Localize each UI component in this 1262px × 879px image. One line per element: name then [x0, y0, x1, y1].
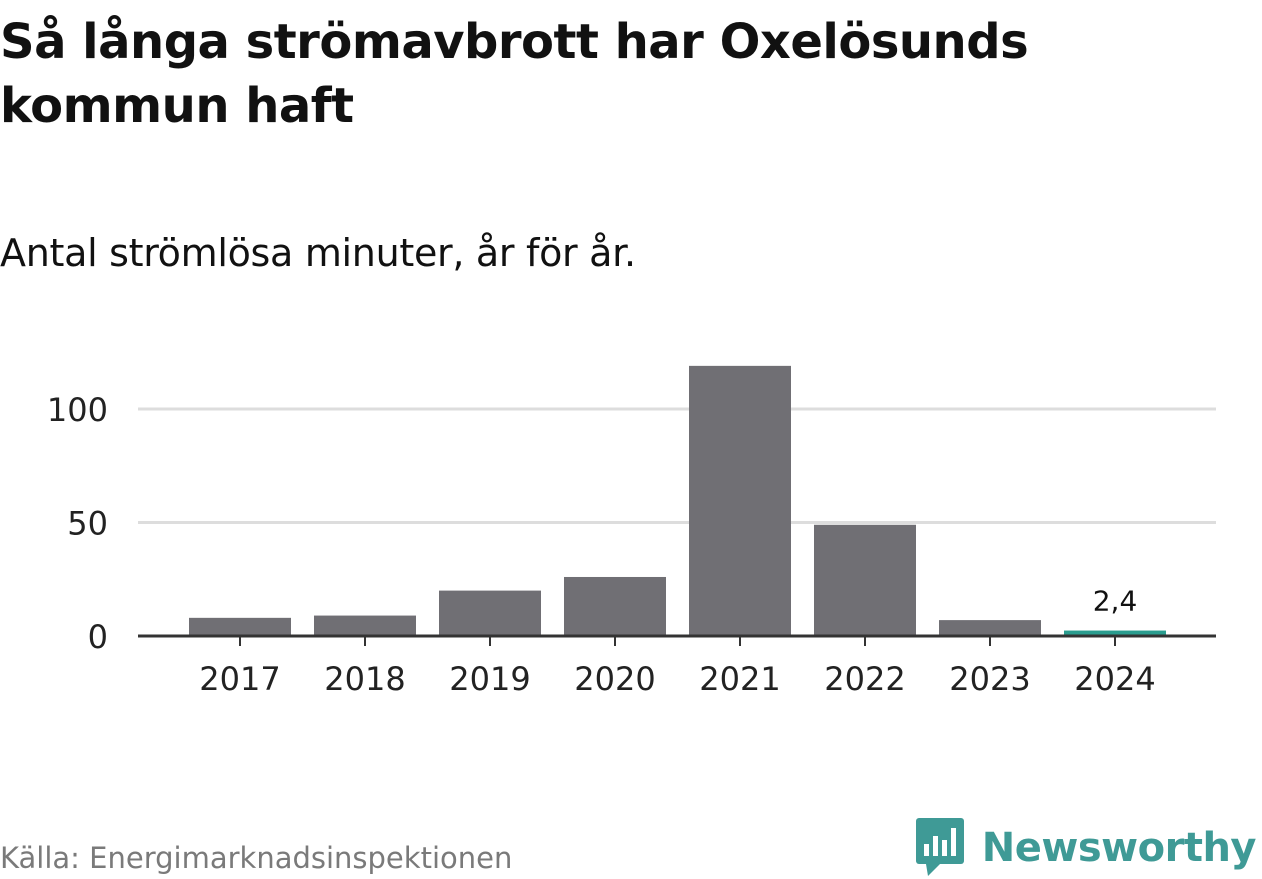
- bar-2022: [814, 524, 916, 636]
- grid-lines: [138, 407, 1216, 524]
- y-tick-label: 50: [67, 505, 108, 543]
- bar-2018: [314, 615, 416, 636]
- brand-logo: Newsworthy: [915, 818, 1257, 878]
- x-tick-label: 2021: [699, 660, 780, 698]
- x-tick-label: 2017: [199, 660, 280, 698]
- x-tick-label: 2024: [1074, 660, 1155, 698]
- x-axis-ticks: 2017 2018 2019 2020 2021 2022 2023 2024: [138, 634, 1216, 698]
- x-tick-label: 2020: [574, 660, 655, 698]
- bar-2024: [1064, 630, 1166, 636]
- x-tick-label: 2022: [824, 660, 905, 698]
- bar-2020: [564, 576, 666, 636]
- bars: [189, 365, 1166, 636]
- brand-name: Newsworthy: [981, 825, 1257, 871]
- x-tick-label: 2018: [324, 660, 405, 698]
- source-note: Källa: Energimarknadsinspektionen: [0, 841, 513, 875]
- x-tick-label: 2023: [949, 660, 1030, 698]
- bar-2021: [689, 365, 791, 636]
- data-label: 2,4: [1093, 585, 1138, 618]
- y-tick-label: 100: [47, 391, 108, 429]
- y-tick-label: 0: [88, 618, 108, 656]
- y-axis-ticks: 0 50 100: [47, 391, 108, 656]
- bar-2017: [189, 617, 291, 636]
- x-tick-label: 2019: [449, 660, 530, 698]
- bar-2019: [439, 590, 541, 636]
- bar-2023: [939, 620, 1041, 636]
- newsworthy-logo-icon: [915, 818, 964, 876]
- chart-title: Så långa strömavbrott har Oxelösunds kom…: [0, 14, 1029, 134]
- chart-subtitle: Antal strömlösa minuter, år för år.: [0, 231, 636, 275]
- data-labels: 2,4: [1093, 585, 1138, 618]
